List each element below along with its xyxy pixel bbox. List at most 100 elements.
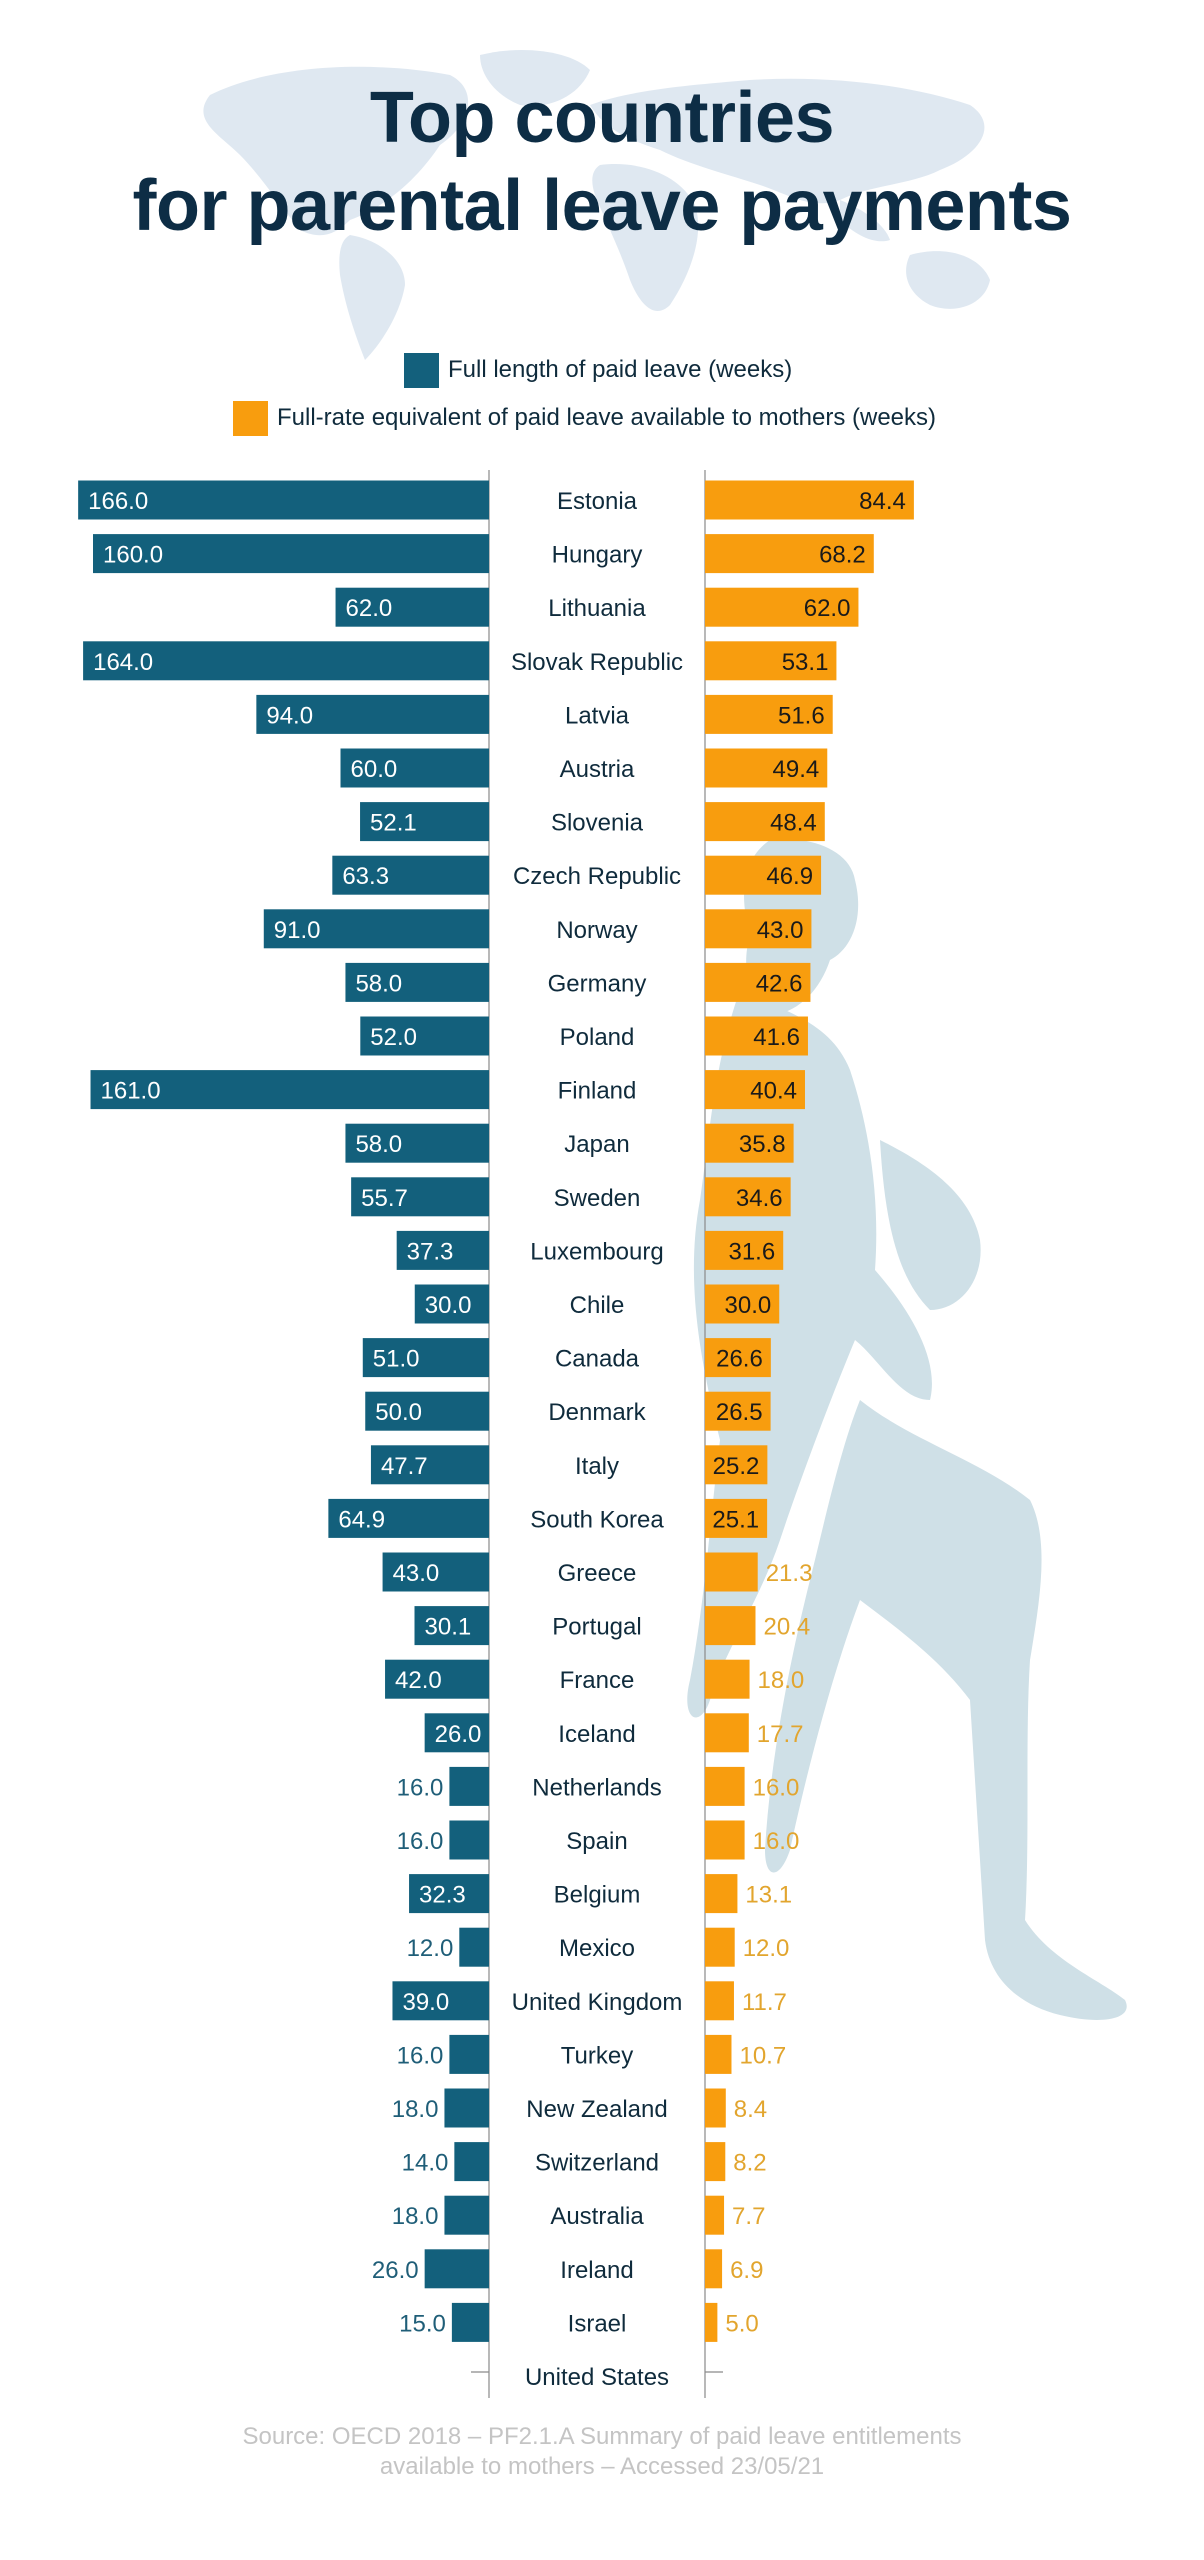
- category-label: Hungary: [552, 542, 643, 569]
- world-map-background: [203, 50, 990, 360]
- value-label-full-length: 91.0: [274, 917, 321, 944]
- category-label: Chile: [570, 1292, 625, 1319]
- bar-full-rate: [705, 2195, 725, 2235]
- bar-full-length: [360, 1016, 489, 1056]
- value-label-full-rate: 48.4: [770, 810, 817, 837]
- value-label-full-rate: 8.2: [733, 2150, 766, 2177]
- bar-full-length: [444, 2088, 489, 2128]
- value-label-full-length: 52.0: [370, 1024, 417, 1051]
- bar-full-rate: [705, 2088, 726, 2128]
- category-label: Slovak Republic: [511, 649, 683, 676]
- value-label-full-length: 60.0: [351, 756, 398, 783]
- bar-full-length: [392, 1981, 489, 2021]
- bar-full-rate: [705, 2142, 726, 2182]
- bar-full-rate: [705, 2249, 723, 2289]
- bar-full-length: [459, 1927, 489, 1967]
- source-note-line1: Source: OECD 2018 – PF2.1.A Summary of p…: [242, 2423, 962, 2450]
- value-label-full-length: 32.3: [419, 1882, 466, 1909]
- category-label: New Zealand: [526, 2096, 667, 2123]
- bar-full-length: [93, 534, 489, 574]
- bar-full-rate: [705, 748, 828, 788]
- category-label: Germany: [548, 970, 647, 997]
- value-label-full-rate: 12.0: [743, 1935, 790, 1962]
- bar-full-length: [365, 1391, 489, 1431]
- category-label: Latvia: [565, 702, 630, 729]
- value-label-full-rate: 26.6: [716, 1346, 763, 1373]
- value-label-full-length: 160.0: [103, 542, 163, 569]
- value-label-full-length: 55.7: [361, 1185, 408, 1212]
- value-label-full-rate: 8.4: [734, 2096, 767, 2123]
- legend-label: Full length of paid leave (weeks): [448, 356, 793, 383]
- value-label-full-rate: 18.0: [758, 1667, 805, 1694]
- value-label-full-rate: 25.1: [712, 1506, 759, 1533]
- value-label-full-length: 26.0: [372, 2257, 419, 2284]
- value-label-full-length: 16.0: [397, 1828, 444, 1855]
- chart-title-line2: for parental leave payments: [132, 166, 1072, 246]
- value-label-full-rate: 25.2: [713, 1453, 760, 1480]
- value-label-full-rate: 5.0: [725, 2310, 758, 2337]
- value-label-full-rate: 68.2: [819, 542, 866, 569]
- bar-full-length: [385, 1659, 489, 1699]
- bar-full-rate: [705, 1820, 745, 1860]
- value-label-full-length: 42.0: [395, 1667, 442, 1694]
- category-label: United States: [525, 2364, 669, 2391]
- bar-full-length: [345, 962, 489, 1002]
- value-label-full-length: 39.0: [402, 1989, 449, 2016]
- source-note-line2: available to mothers – Accessed 23/05/21: [379, 2453, 825, 2480]
- bar-full-rate: [705, 1177, 791, 1217]
- category-label: Australia: [550, 2203, 644, 2230]
- value-label-full-rate: 34.6: [736, 1185, 783, 1212]
- value-label-full-rate: 35.8: [739, 1131, 786, 1158]
- category-label: Italy: [575, 1453, 619, 1480]
- bar-full-length: [454, 2142, 489, 2182]
- bar-full-length: [370, 1445, 489, 1485]
- category-label: Sweden: [554, 1185, 641, 1212]
- category-label: Switzerland: [535, 2150, 659, 2177]
- value-label-full-rate: 6.9: [730, 2257, 763, 2284]
- value-label-full-rate: 31.6: [728, 1238, 775, 1265]
- value-label-full-rate: 51.6: [778, 702, 825, 729]
- value-label-full-length: 26.0: [435, 1721, 482, 1748]
- bar-full-rate: [705, 1284, 780, 1324]
- category-label: Israel: [568, 2310, 627, 2337]
- bar-full-rate: [705, 962, 811, 1002]
- category-label: Ireland: [560, 2257, 633, 2284]
- bar-full-rate: [705, 1927, 735, 1967]
- category-label: Spain: [566, 1828, 627, 1855]
- legend-swatch-orange: [233, 400, 268, 436]
- bar-full-rate: [705, 1230, 784, 1270]
- category-label: Canada: [555, 1346, 640, 1373]
- value-label-full-length: 58.0: [355, 970, 402, 997]
- bar-full-rate: [705, 1981, 734, 2021]
- category-label: Austria: [560, 756, 635, 783]
- bar-full-length: [360, 802, 489, 842]
- value-label-full-length: 161.0: [101, 1078, 161, 1105]
- bar-full-rate: [705, 534, 874, 574]
- chart-title-line1: Top countries: [369, 78, 835, 158]
- value-label-full-length: 62.0: [346, 595, 393, 622]
- category-label: Luxembourg: [530, 1238, 663, 1265]
- value-label-full-rate: 53.1: [782, 649, 829, 676]
- bar-full-rate: [705, 909, 812, 949]
- bar-full-rate: [705, 587, 859, 627]
- value-label-full-length: 58.0: [355, 1131, 402, 1158]
- value-label-full-rate: 10.7: [739, 2042, 786, 2069]
- category-label: Czech Republic: [513, 863, 681, 890]
- bar-full-length: [90, 1070, 490, 1110]
- category-label: Slovenia: [551, 810, 644, 837]
- value-label-full-length: 63.3: [342, 863, 389, 890]
- bar-full-rate: [705, 1070, 805, 1110]
- value-label-full-length: 50.0: [375, 1399, 422, 1426]
- category-label: Lithuania: [548, 595, 646, 622]
- bar-full-length: [263, 909, 489, 949]
- value-label-full-rate: 7.7: [732, 2203, 765, 2230]
- value-label-full-rate: 13.1: [745, 1882, 792, 1909]
- value-label-full-rate: 16.0: [753, 1774, 800, 1801]
- value-label-full-rate: 20.4: [763, 1614, 810, 1641]
- bar-full-length: [444, 2195, 489, 2235]
- bar-full-length: [362, 1338, 489, 1378]
- category-label: Iceland: [558, 1721, 635, 1748]
- bar-full-rate: [705, 1659, 750, 1699]
- bar-full-length: [424, 1713, 489, 1753]
